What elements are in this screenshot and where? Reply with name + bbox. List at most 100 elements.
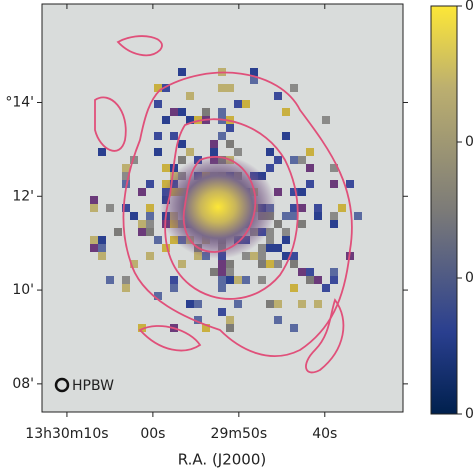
x-tick-label: 13h30m10s (25, 426, 108, 442)
pixel (298, 268, 306, 276)
pixel (122, 276, 130, 284)
pixel (330, 212, 338, 220)
pixel (274, 244, 282, 252)
pixel (274, 92, 282, 100)
pixel (298, 156, 306, 164)
pixel (290, 260, 298, 268)
x-axis-label: R.A. (J2000) (178, 451, 267, 469)
pixel (162, 164, 170, 172)
pixel (266, 148, 274, 156)
pixel (266, 300, 274, 308)
pixel (258, 276, 266, 284)
pixel (90, 244, 98, 252)
pixel (154, 100, 162, 108)
annotation: HPBW (72, 378, 114, 394)
pixel (306, 276, 314, 284)
pixel (226, 84, 234, 92)
x-tick-label: 00s (140, 426, 165, 442)
pixel (330, 164, 338, 172)
pixel (282, 252, 290, 260)
pixel (90, 236, 98, 244)
pixel-layer (90, 68, 362, 332)
pixel (146, 228, 154, 236)
pixel (154, 148, 162, 156)
pixel (170, 108, 178, 116)
pixel (226, 316, 234, 324)
pixel (218, 268, 226, 276)
pixel (306, 164, 314, 172)
pixel (282, 132, 290, 140)
pixel (266, 164, 274, 172)
pixel (234, 300, 242, 308)
pixel (234, 148, 242, 156)
pixel (122, 204, 130, 212)
pixel (146, 204, 154, 212)
pixel (258, 252, 266, 260)
pixel (210, 140, 218, 148)
pixel (282, 108, 290, 116)
pixel (290, 324, 298, 332)
pixel (226, 260, 234, 268)
pixel (330, 220, 338, 228)
pixel (146, 212, 154, 220)
pixel (306, 180, 314, 188)
pixel (170, 132, 178, 140)
pixel (314, 300, 322, 308)
pixel (274, 300, 282, 308)
pixel (170, 276, 178, 284)
pixel (162, 84, 170, 92)
pixel (106, 276, 114, 284)
pixel (130, 212, 138, 220)
pixel (274, 156, 282, 164)
pixel (266, 244, 274, 252)
pixel (146, 252, 154, 260)
pixel (226, 268, 234, 276)
pixel (162, 244, 170, 252)
y-tick-label: 12' (12, 188, 34, 204)
pixel (178, 140, 186, 148)
pixel (242, 100, 250, 108)
pixel (274, 188, 282, 196)
pixel (218, 260, 226, 268)
pixel (210, 268, 218, 276)
pixel (178, 156, 186, 164)
pixel (170, 284, 178, 292)
pixel (226, 276, 234, 284)
pixel (282, 228, 290, 236)
pixel (130, 260, 138, 268)
x-tick-label: 40s (312, 426, 337, 442)
pixel (106, 204, 114, 212)
pixel (98, 148, 106, 156)
pixel (186, 300, 194, 308)
pixel (258, 260, 266, 268)
pixel (266, 260, 274, 268)
pixel (330, 276, 338, 284)
pixel (354, 212, 362, 220)
pixel (234, 276, 242, 284)
pixel (178, 68, 186, 76)
pixel (154, 132, 162, 140)
pixel (154, 292, 162, 300)
pixel (298, 300, 306, 308)
pixel (290, 284, 298, 292)
pixel (178, 108, 186, 116)
pixel (314, 204, 322, 212)
pixel (330, 180, 338, 188)
y-tick-label: 10' (12, 282, 34, 298)
pixel (274, 260, 282, 268)
pixel (242, 276, 250, 284)
pixel (146, 180, 154, 188)
pixel (186, 148, 194, 156)
colorbar-tick-label: 0 (465, 406, 474, 422)
pixel (250, 68, 258, 76)
pixel (202, 108, 210, 116)
pixel (218, 308, 226, 316)
pixel (130, 156, 138, 164)
pixel (226, 324, 234, 332)
pixel (122, 284, 130, 292)
pixel (322, 284, 330, 292)
pixel (306, 148, 314, 156)
pixel (90, 204, 98, 212)
pixel (122, 172, 130, 180)
pixel (178, 260, 186, 268)
